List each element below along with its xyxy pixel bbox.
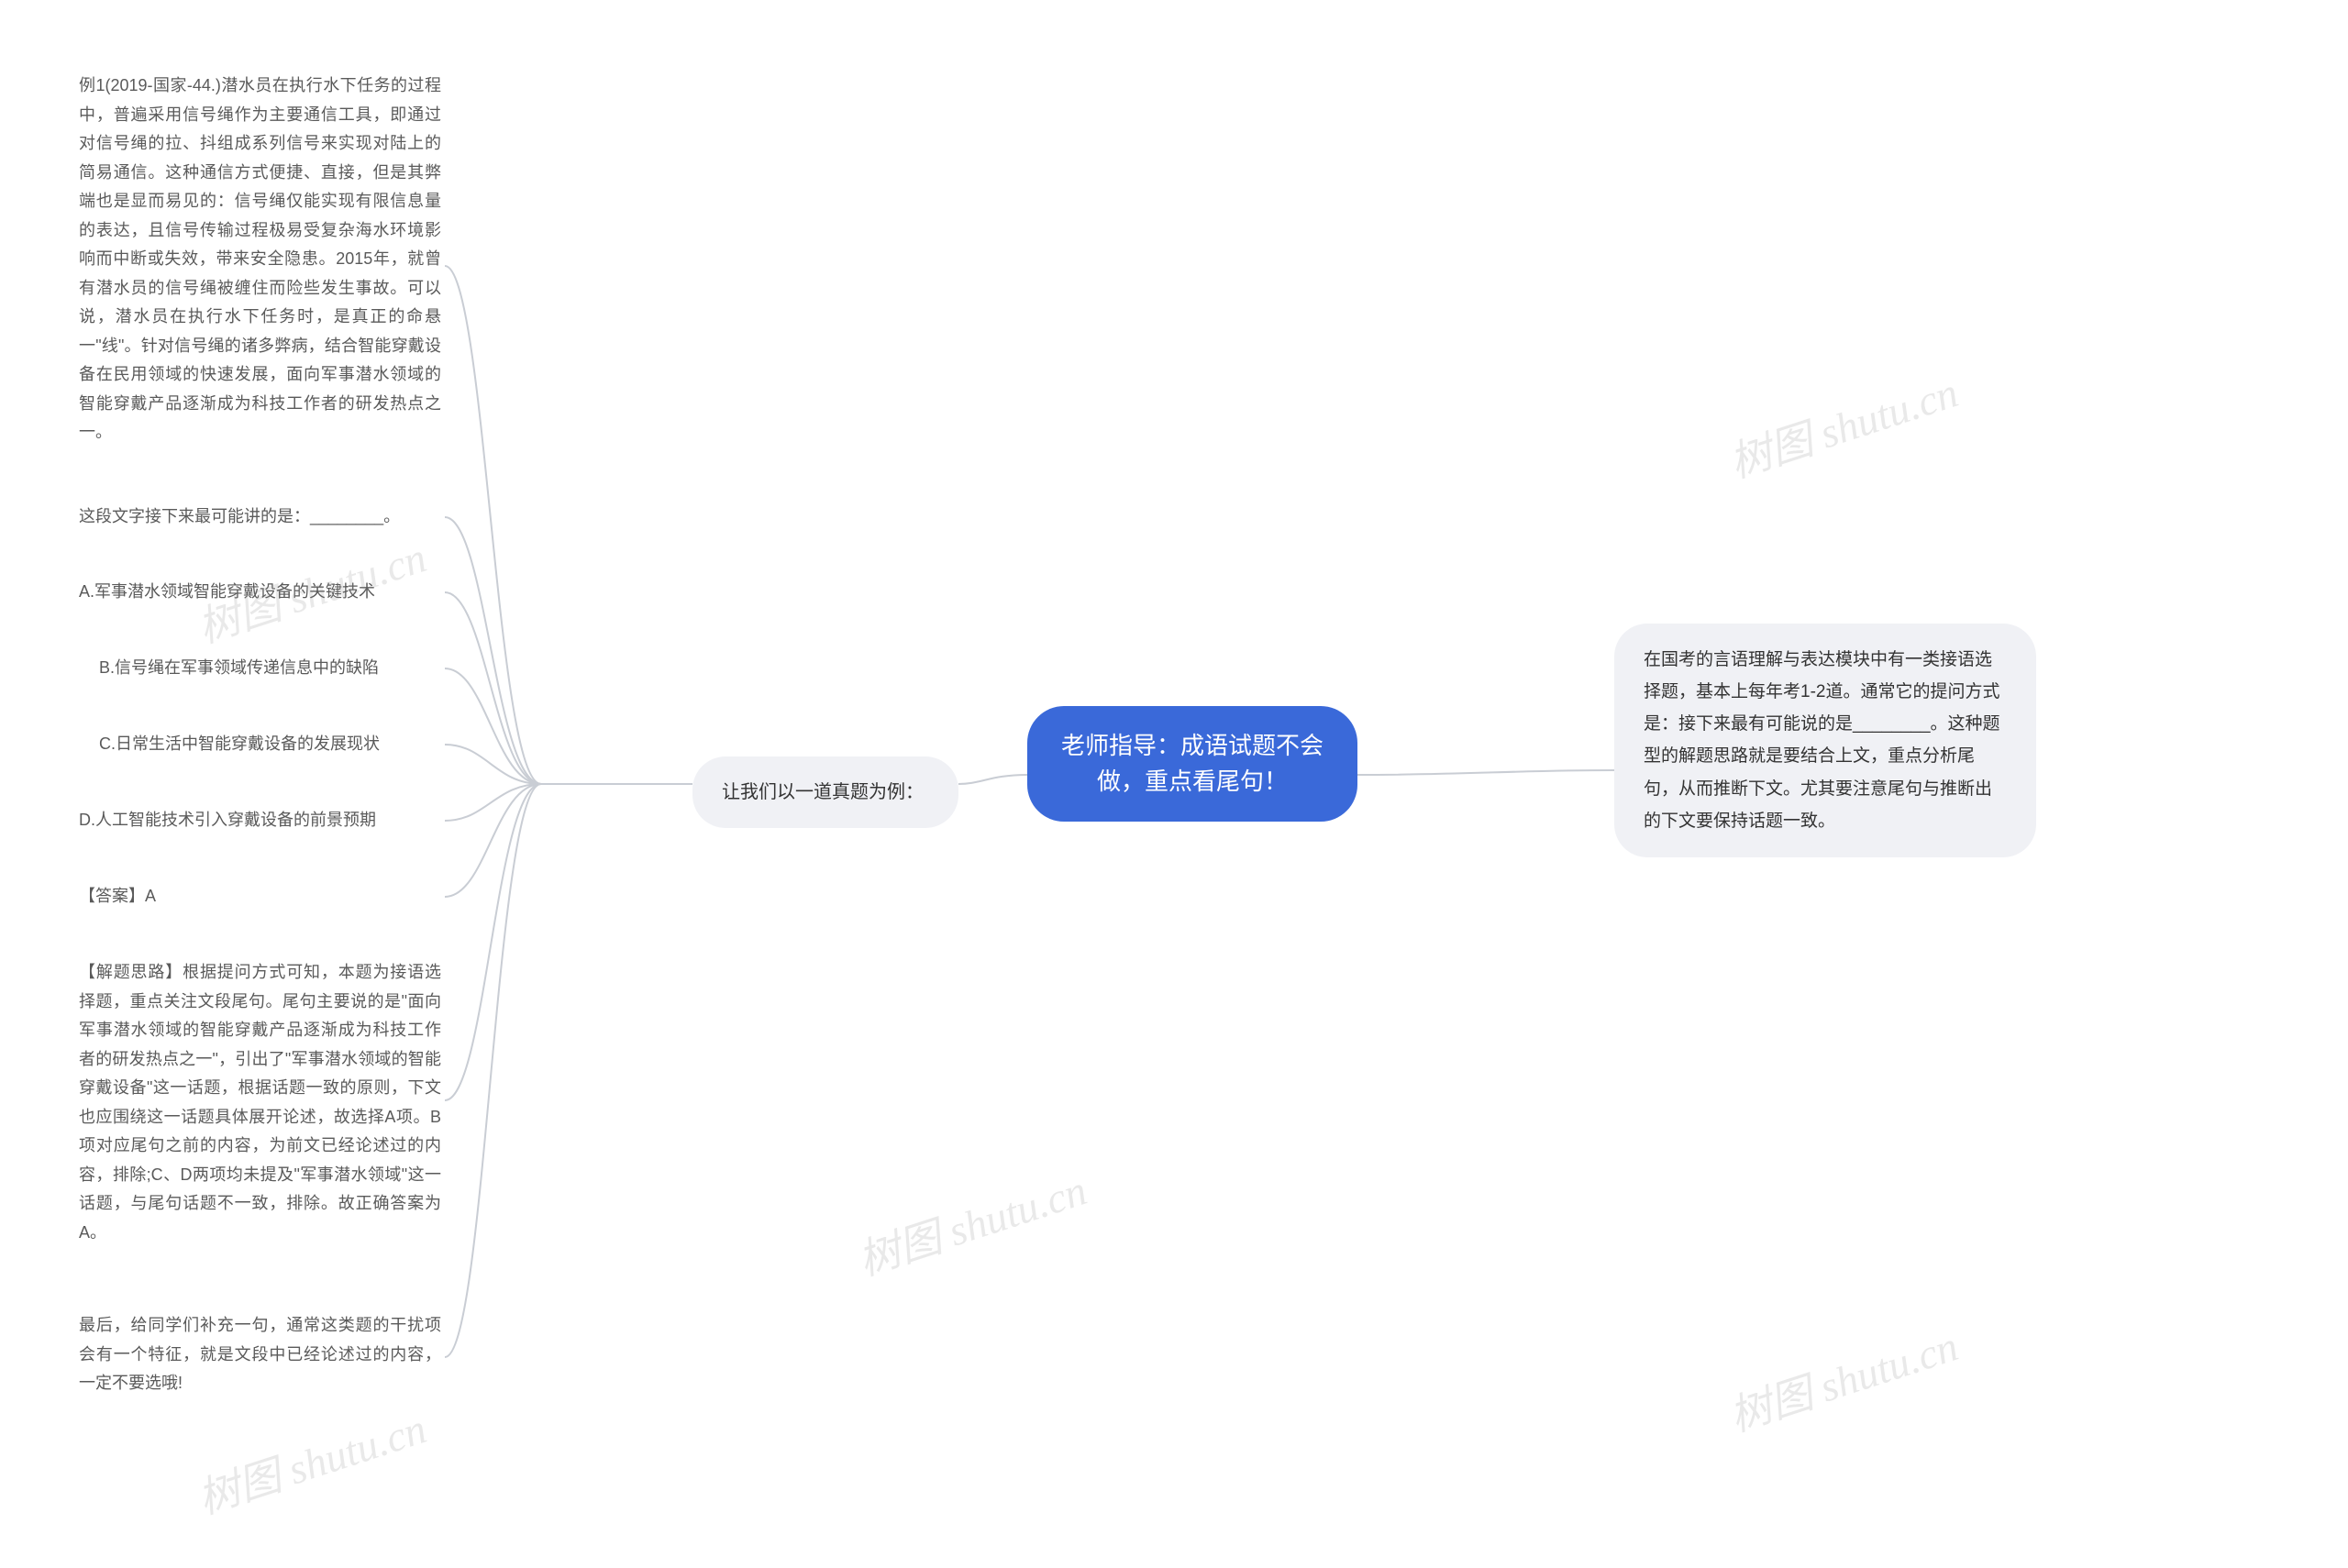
left-branch-label: 让我们以一道真题为例： [722, 782, 924, 802]
center-text: 老师指导：成语试题不会做，重点看尾句！ [1061, 732, 1324, 795]
right-branch-node: 在国考的言语理解与表达模块中有一类接语选择题，基本上每年考1-2道。通常它的提问… [1614, 624, 2036, 857]
leaf-4: C.日常生活中智能穿戴设备的发展现状 [99, 730, 438, 759]
left-branch-node: 让我们以一道真题为例： [692, 756, 958, 828]
leaf-2: A.军事潜水领域智能穿戴设备的关键技术 [79, 578, 441, 607]
leaf-5: D.人工智能技术引入穿戴设备的前景预期 [79, 806, 441, 835]
watermark-3: 树图 shutu.cn [849, 1157, 1093, 1288]
center-node: 老师指导：成语试题不会做，重点看尾句！ [1027, 706, 1357, 822]
leaf-7-text: 【解题思路】根据提问方式可知，本题为接语选择题，重点关注文段尾句。尾句主要说的是… [79, 963, 441, 1242]
leaf-3: B.信号绳在军事领域传递信息中的缺陷 [99, 654, 438, 683]
leaf-1-text: 这段文字接下来最可能讲的是：________。 [79, 507, 400, 525]
leaf-8-text: 最后，给同学们补充一句，通常这类题的干扰项会有一个特征，就是文段中已经论述过的内… [79, 1316, 441, 1392]
leaf-7: 【解题思路】根据提问方式可知，本题为接语选择题，重点关注文段尾句。尾句主要说的是… [79, 958, 441, 1247]
leaf-8: 最后，给同学们补充一句，通常这类题的干扰项会有一个特征，就是文段中已经论述过的内… [79, 1311, 441, 1398]
leaf-4-text: C.日常生活中智能穿戴设备的发展现状 [99, 734, 380, 753]
leaf-0: 例1(2019-国家-44.)潜水员在执行水下任务的过程中，普遍采用信号绳作为主… [79, 72, 441, 447]
leaf-1: 这段文字接下来最可能讲的是：________。 [79, 502, 441, 532]
watermark-4: 树图 shutu.cn [1721, 359, 1965, 491]
leaf-6-text: 【答案】A [79, 887, 156, 905]
leaf-2-text: A.军事潜水领域智能穿戴设备的关键技术 [79, 582, 375, 601]
watermark-5: 树图 shutu.cn [1721, 1313, 1965, 1444]
leaf-3-text: B.信号绳在军事领域传递信息中的缺陷 [99, 658, 379, 677]
leaf-6: 【答案】A [79, 882, 441, 911]
leaf-0-text: 例1(2019-国家-44.)潜水员在执行水下任务的过程中，普遍采用信号绳作为主… [79, 76, 441, 441]
right-branch-text: 在国考的言语理解与表达模块中有一类接语选择题，基本上每年考1-2道。通常它的提问… [1644, 650, 2000, 831]
leaf-5-text: D.人工智能技术引入穿戴设备的前景预期 [79, 811, 376, 829]
watermark-2: 树图 shutu.cn [189, 1396, 433, 1527]
